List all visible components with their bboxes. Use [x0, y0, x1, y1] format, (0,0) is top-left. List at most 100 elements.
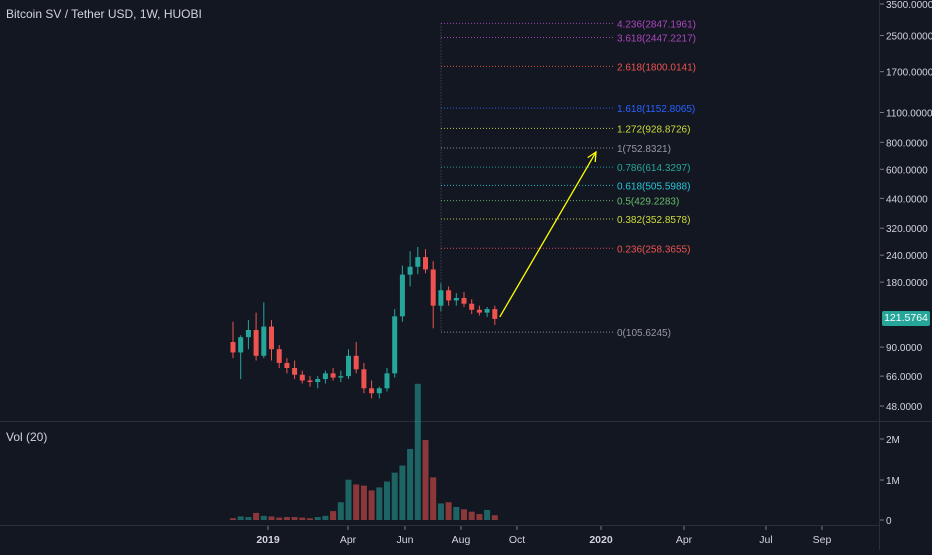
volume-bar: [461, 509, 467, 520]
volume-bar: [468, 511, 475, 520]
volume-bar: [337, 502, 344, 520]
volume-indicator-title[interactable]: Vol (20): [6, 430, 48, 444]
candle-body: [376, 388, 382, 394]
time-axis-label: Aug: [452, 534, 471, 546]
candle-body: [407, 266, 413, 275]
candle-body: [299, 374, 305, 381]
projection-arrow[interactable]: [499, 150, 597, 318]
time-axis-label: Jul: [759, 534, 772, 546]
candle-body: [446, 290, 452, 301]
volume-bar: [353, 484, 360, 520]
volume-bar: [237, 516, 244, 520]
fib-level-label: 1(752.8321): [617, 144, 671, 155]
price-axis-label: 1100.0000: [886, 108, 932, 119]
arrow-shaft: [499, 151, 597, 318]
volume-bar: [291, 517, 298, 520]
volume-bar: [307, 518, 313, 520]
candle-body: [253, 329, 259, 356]
volume-bar: [491, 515, 498, 520]
time-axis-label: Sep: [813, 534, 832, 546]
time-axis[interactable]: 2019 Apr Jun Aug Oct 2020 Apr Jul Sep: [256, 526, 831, 546]
candle-body: [484, 309, 490, 313]
candle-body: [230, 342, 236, 353]
volume-bar: [330, 511, 337, 520]
price-axis-label: 600.0000: [886, 165, 928, 176]
candle-body: [423, 257, 428, 270]
candle-body: [307, 380, 313, 383]
fibonacci-retracement[interactable]: 4.236(2847.1961) 3.618(2447.2217) 2.618(18…: [440, 19, 696, 339]
volume-bar: [322, 515, 329, 520]
price-axis-label: 66.0000: [886, 372, 923, 383]
fib-level-label: 3.618(2447.2217): [617, 34, 696, 45]
candle-body: [330, 373, 336, 378]
price-axis-label: 48.0000: [886, 402, 923, 413]
candle-body: [415, 257, 421, 267]
candle-body: [269, 326, 274, 350]
time-axis-label: Oct: [509, 534, 525, 546]
candle-body: [399, 274, 405, 317]
price-axis-label: 320.0000: [886, 224, 928, 235]
price-axis-label: 2500.0000: [886, 32, 932, 43]
candlesticks: [230, 246, 498, 399]
fib-level-label: 0.382(352.8578): [617, 215, 690, 226]
volume-bar: [283, 517, 290, 520]
fib-level-label: 2.618(1800.0141): [617, 62, 696, 73]
volume-bar: [484, 509, 491, 520]
price-axis-label: 1700.0000: [886, 68, 932, 79]
volume-bar: [360, 485, 367, 520]
candle-body: [238, 337, 244, 353]
time-axis-label: Apr: [676, 534, 693, 546]
volume-bar: [345, 479, 352, 520]
volume-bar: [299, 517, 306, 520]
price-axis-label: 800.0000: [886, 138, 928, 149]
volume-bar: [445, 502, 452, 520]
candle-body: [284, 362, 290, 368]
candle-body: [369, 388, 375, 394]
candle-body: [430, 269, 436, 306]
candle-body: [469, 303, 475, 310]
volume-bar: [253, 512, 260, 520]
candle-body: [292, 367, 298, 375]
volume-bar: [245, 517, 252, 520]
volume-bar: [437, 503, 444, 520]
volume-bar: [268, 516, 275, 520]
candle-body: [492, 309, 498, 319]
volume-bar: [399, 465, 406, 520]
price-axis-label: 440.0000: [886, 194, 928, 205]
volume-axis-label: 1M: [886, 476, 900, 487]
volume-axis-label: 0: [886, 516, 892, 527]
volume-bar: [368, 490, 375, 520]
candle-body: [476, 309, 482, 313]
volume-bar: [230, 518, 236, 520]
fib-level-label: 1.618(1152.8065): [617, 104, 695, 115]
current-price-badge: 121.5764: [882, 311, 930, 326]
fib-level-label: 0.236(258.3655): [617, 244, 690, 255]
volume-bar: [314, 517, 321, 520]
price-axis[interactable]: 3500.0000 2500.0000 1700.0000 1100.0000 800.…: [880, 0, 932, 413]
volume-bar: [376, 487, 383, 520]
volume-bar: [422, 440, 429, 520]
volume-bar: [260, 515, 267, 520]
fib-level-label: 1.272(928.8726): [617, 124, 690, 135]
candle-body: [461, 297, 467, 304]
time-axis-label: Apr: [340, 534, 357, 546]
candle-body: [338, 376, 344, 378]
volume-bar: [430, 477, 437, 520]
time-axis-label: 2019: [256, 534, 280, 546]
fib-level-label: 0(105.6245): [617, 328, 671, 339]
candle-body: [353, 355, 359, 370]
price-axis-label: 3500.0000: [886, 0, 932, 11]
volume-bar: [414, 383, 421, 520]
candle-body: [276, 349, 282, 363]
candle-body: [361, 369, 367, 389]
price-axis-label: 180.0000: [886, 278, 928, 289]
candle-body: [315, 379, 321, 383]
candle-body: [384, 373, 390, 389]
arrow-head: [587, 150, 597, 163]
fib-level-label: 0.618(505.5988): [617, 181, 690, 192]
symbol-title[interactable]: Bitcoin SV / Tether USD, 1W, HUOBI: [6, 7, 202, 21]
volume-axis: 2M 1M 0: [880, 435, 900, 527]
